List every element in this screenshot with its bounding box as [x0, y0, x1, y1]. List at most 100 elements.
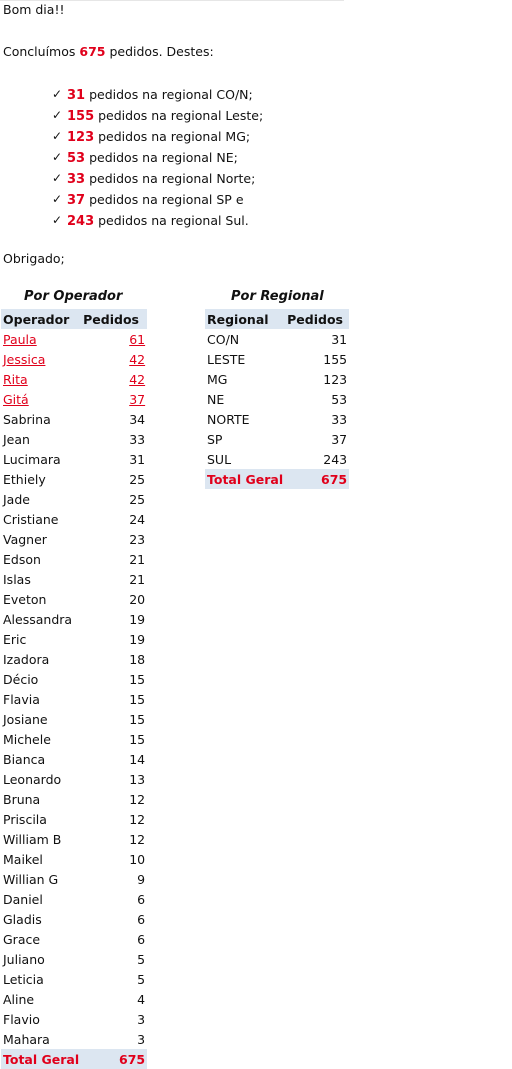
operator-count: 3	[137, 1011, 146, 1027]
table-row: Leonardo 13	[1, 769, 147, 789]
operator-count: 6	[137, 911, 146, 927]
operator-count: 20	[129, 591, 146, 607]
operator-count: 19	[129, 611, 146, 627]
operator-name: Vagner	[3, 531, 47, 547]
operator-count: 42	[129, 351, 146, 367]
operator-name: Flavio	[3, 1011, 40, 1027]
regional-count: 53	[331, 391, 348, 407]
operator-name: Jessica	[3, 351, 46, 367]
summary-text: pedidos na regional MG;	[98, 129, 251, 144]
closing: Obrigado;	[3, 251, 65, 266]
table-row: CO/N 31	[205, 329, 349, 349]
check-icon: ✓	[52, 129, 63, 143]
table-row: Flavia 15	[1, 689, 147, 709]
summary-text: pedidos na regional Leste;	[98, 108, 264, 123]
total-label: Total Geral	[205, 469, 286, 489]
operator-name: Bruna	[3, 791, 41, 807]
operator-count: 24	[129, 511, 146, 527]
table-row: Jessica 42	[1, 349, 147, 369]
summary-item: ✓ 33 pedidos na regional Norte;	[0, 168, 263, 189]
regional-name: LESTE	[207, 351, 246, 367]
table-row: Eric 19	[1, 629, 147, 649]
table-row: Priscila 12	[1, 809, 147, 829]
summary-count: 155	[67, 109, 95, 124]
table-row: Josiane 15	[1, 709, 147, 729]
table-row: William B 12	[1, 829, 147, 849]
operator-count: 15	[129, 711, 146, 727]
table-row: Islas 21	[1, 569, 147, 589]
operator-count: 4	[137, 991, 146, 1007]
operator-name: Gladis	[3, 911, 42, 927]
total-count: 675	[285, 469, 350, 489]
intro-suffix: pedidos. Destes:	[109, 44, 214, 59]
check-icon: ✓	[52, 192, 63, 206]
operator-name: Leticia	[3, 971, 44, 987]
operator-name: Eric	[3, 631, 27, 647]
operator-count: 21	[129, 571, 146, 587]
operator-name: Bianca	[3, 751, 46, 767]
table-row: Rita 42	[1, 369, 147, 389]
operator-name: Cristiane	[3, 511, 59, 527]
operator-total-row: Total Geral 675	[1, 1049, 148, 1069]
operator-count: 42	[129, 371, 146, 387]
operator-name: Sabrina	[3, 411, 51, 427]
summary-text: pedidos na regional SP e	[89, 192, 244, 207]
operator-count: 34	[129, 411, 146, 427]
table-row: Eveton 20	[1, 589, 147, 609]
operator-count: 9	[137, 871, 146, 887]
table-row: LESTE 155	[205, 349, 349, 369]
summary-count: 53	[67, 151, 86, 166]
operator-name: Rita	[3, 371, 28, 387]
table-row: Izadora 18	[1, 649, 147, 669]
operator-count: 6	[137, 931, 146, 947]
operator-name: William B	[3, 831, 62, 847]
table-row: NORTE 33	[205, 409, 349, 429]
operator-count: 10	[129, 851, 146, 867]
table-row: Bruna 12	[1, 789, 147, 809]
header-regional: Regional	[205, 309, 286, 329]
operator-name: Jade	[3, 491, 30, 507]
operator-name: Josiane	[3, 711, 48, 727]
regional-name: CO/N	[207, 331, 240, 347]
regional-count: 37	[331, 431, 348, 447]
operator-name: Maikel	[3, 851, 43, 867]
summary-item: ✓ 53 pedidos na regional NE;	[0, 147, 263, 168]
table-row: Jean 33	[1, 429, 147, 449]
operator-count: 6	[137, 891, 146, 907]
summary-list: ✓ 31 pedidos na regional CO/N; ✓ 155 pedido…	[0, 84, 263, 231]
table-row: MG 123	[205, 369, 349, 389]
table-row: Cristiane 24	[1, 509, 147, 529]
check-icon: ✓	[52, 150, 63, 164]
intro-prefix: Concluímos	[3, 44, 76, 59]
table-row: Mahara 3	[1, 1029, 147, 1049]
regional-count: 155	[323, 351, 348, 367]
table-row: Edson 21	[1, 549, 147, 569]
summary-count: 123	[67, 130, 95, 145]
table-row: Décio 15	[1, 669, 147, 689]
operator-name: Alessandra	[3, 611, 73, 627]
operator-name: Grace	[3, 931, 41, 947]
regional-table: Regional Pedidos CO/N 31 LESTE 155 MG 123 NE 53…	[205, 309, 350, 489]
operator-name: Leonardo	[3, 771, 62, 787]
total-label: Total Geral	[1, 1049, 82, 1069]
regional-count: 31	[331, 331, 348, 347]
operator-name: Edson	[3, 551, 41, 567]
top-border	[0, 0, 344, 1]
table-row: Vagner 23	[1, 529, 147, 549]
summary-text: pedidos na regional NE;	[89, 150, 238, 165]
summary-count: 243	[67, 214, 95, 229]
operator-name: Gitá	[3, 391, 29, 407]
operator-count: 13	[129, 771, 146, 787]
check-icon: ✓	[52, 108, 63, 122]
regional-name: MG	[207, 371, 228, 387]
operator-count: 14	[129, 751, 146, 767]
regional-count: 243	[323, 451, 348, 467]
summary-item: ✓ 31 pedidos na regional CO/N;	[0, 84, 263, 105]
operator-name: Willian G	[3, 871, 59, 887]
summary-text: pedidos na regional CO/N;	[89, 87, 253, 102]
operator-count: 25	[129, 471, 146, 487]
regional-name: SP	[207, 431, 223, 447]
greeting: Bom dia!!	[3, 2, 65, 17]
table-row: Ethiely 25	[1, 469, 147, 489]
table-row: Bianca 14	[1, 749, 147, 769]
